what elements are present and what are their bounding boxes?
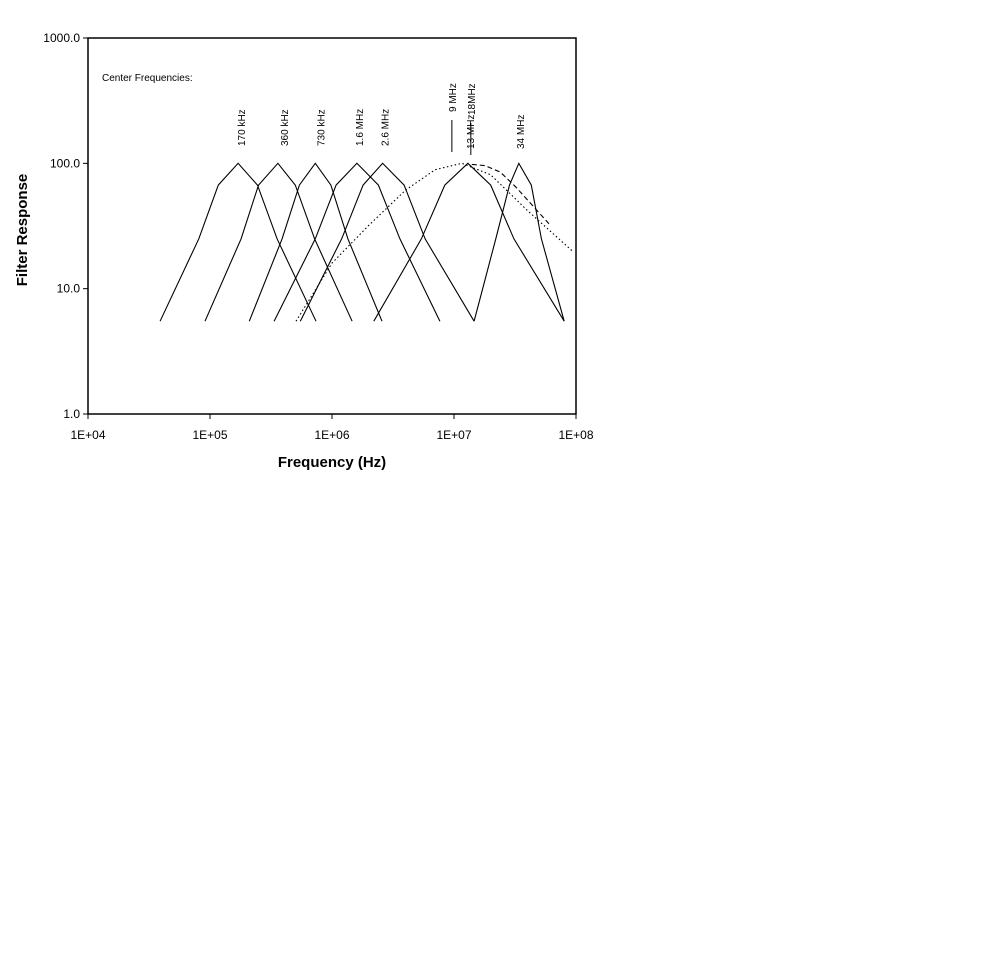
- center-frequency-label: 34 MHz: [516, 115, 527, 149]
- filter-curve: [299, 162, 475, 322]
- filter-curve: [273, 162, 441, 322]
- filter-curve: [295, 162, 573, 322]
- filter-curve: [473, 162, 565, 322]
- filter-curve: [373, 162, 565, 322]
- x-tick-label: 1E+04: [70, 428, 105, 442]
- annotation: Center Frequencies:: [102, 73, 193, 84]
- x-tick-label: 1E+05: [192, 428, 227, 442]
- center-frequency-label: 730 kHz: [316, 109, 327, 146]
- center-frequency-label: 1.6 MHz: [355, 109, 366, 146]
- y-tick-label: 1000.0: [43, 31, 80, 45]
- plot-frame: [87, 37, 577, 415]
- x-tick-label: 1E+08: [558, 428, 593, 442]
- center-frequency-label: 13 MHz: [466, 115, 477, 149]
- center-frequency-label: 2.6 MHz: [381, 109, 392, 146]
- center-frequency-label: 170 kHz: [237, 109, 248, 146]
- y-axis-title: Filter Response: [14, 174, 31, 287]
- x-tick-label: 1E+07: [436, 428, 471, 442]
- y-tick-label: 1.0: [63, 407, 80, 421]
- center-frequency-label: 360 kHz: [280, 109, 291, 146]
- y-tick-label: 10.0: [57, 282, 81, 296]
- filter-curve: [204, 162, 353, 322]
- center-frequency-label: 18MHz: [467, 83, 478, 115]
- filter-curve: [248, 162, 383, 322]
- center-frequency-label: 9 MHz: [448, 83, 459, 112]
- x-tick-label: 1E+06: [314, 428, 349, 442]
- filter-curve: [159, 162, 317, 322]
- x-axis-title: Frequency (Hz): [278, 454, 386, 471]
- y-tick-label: 100.0: [50, 156, 80, 170]
